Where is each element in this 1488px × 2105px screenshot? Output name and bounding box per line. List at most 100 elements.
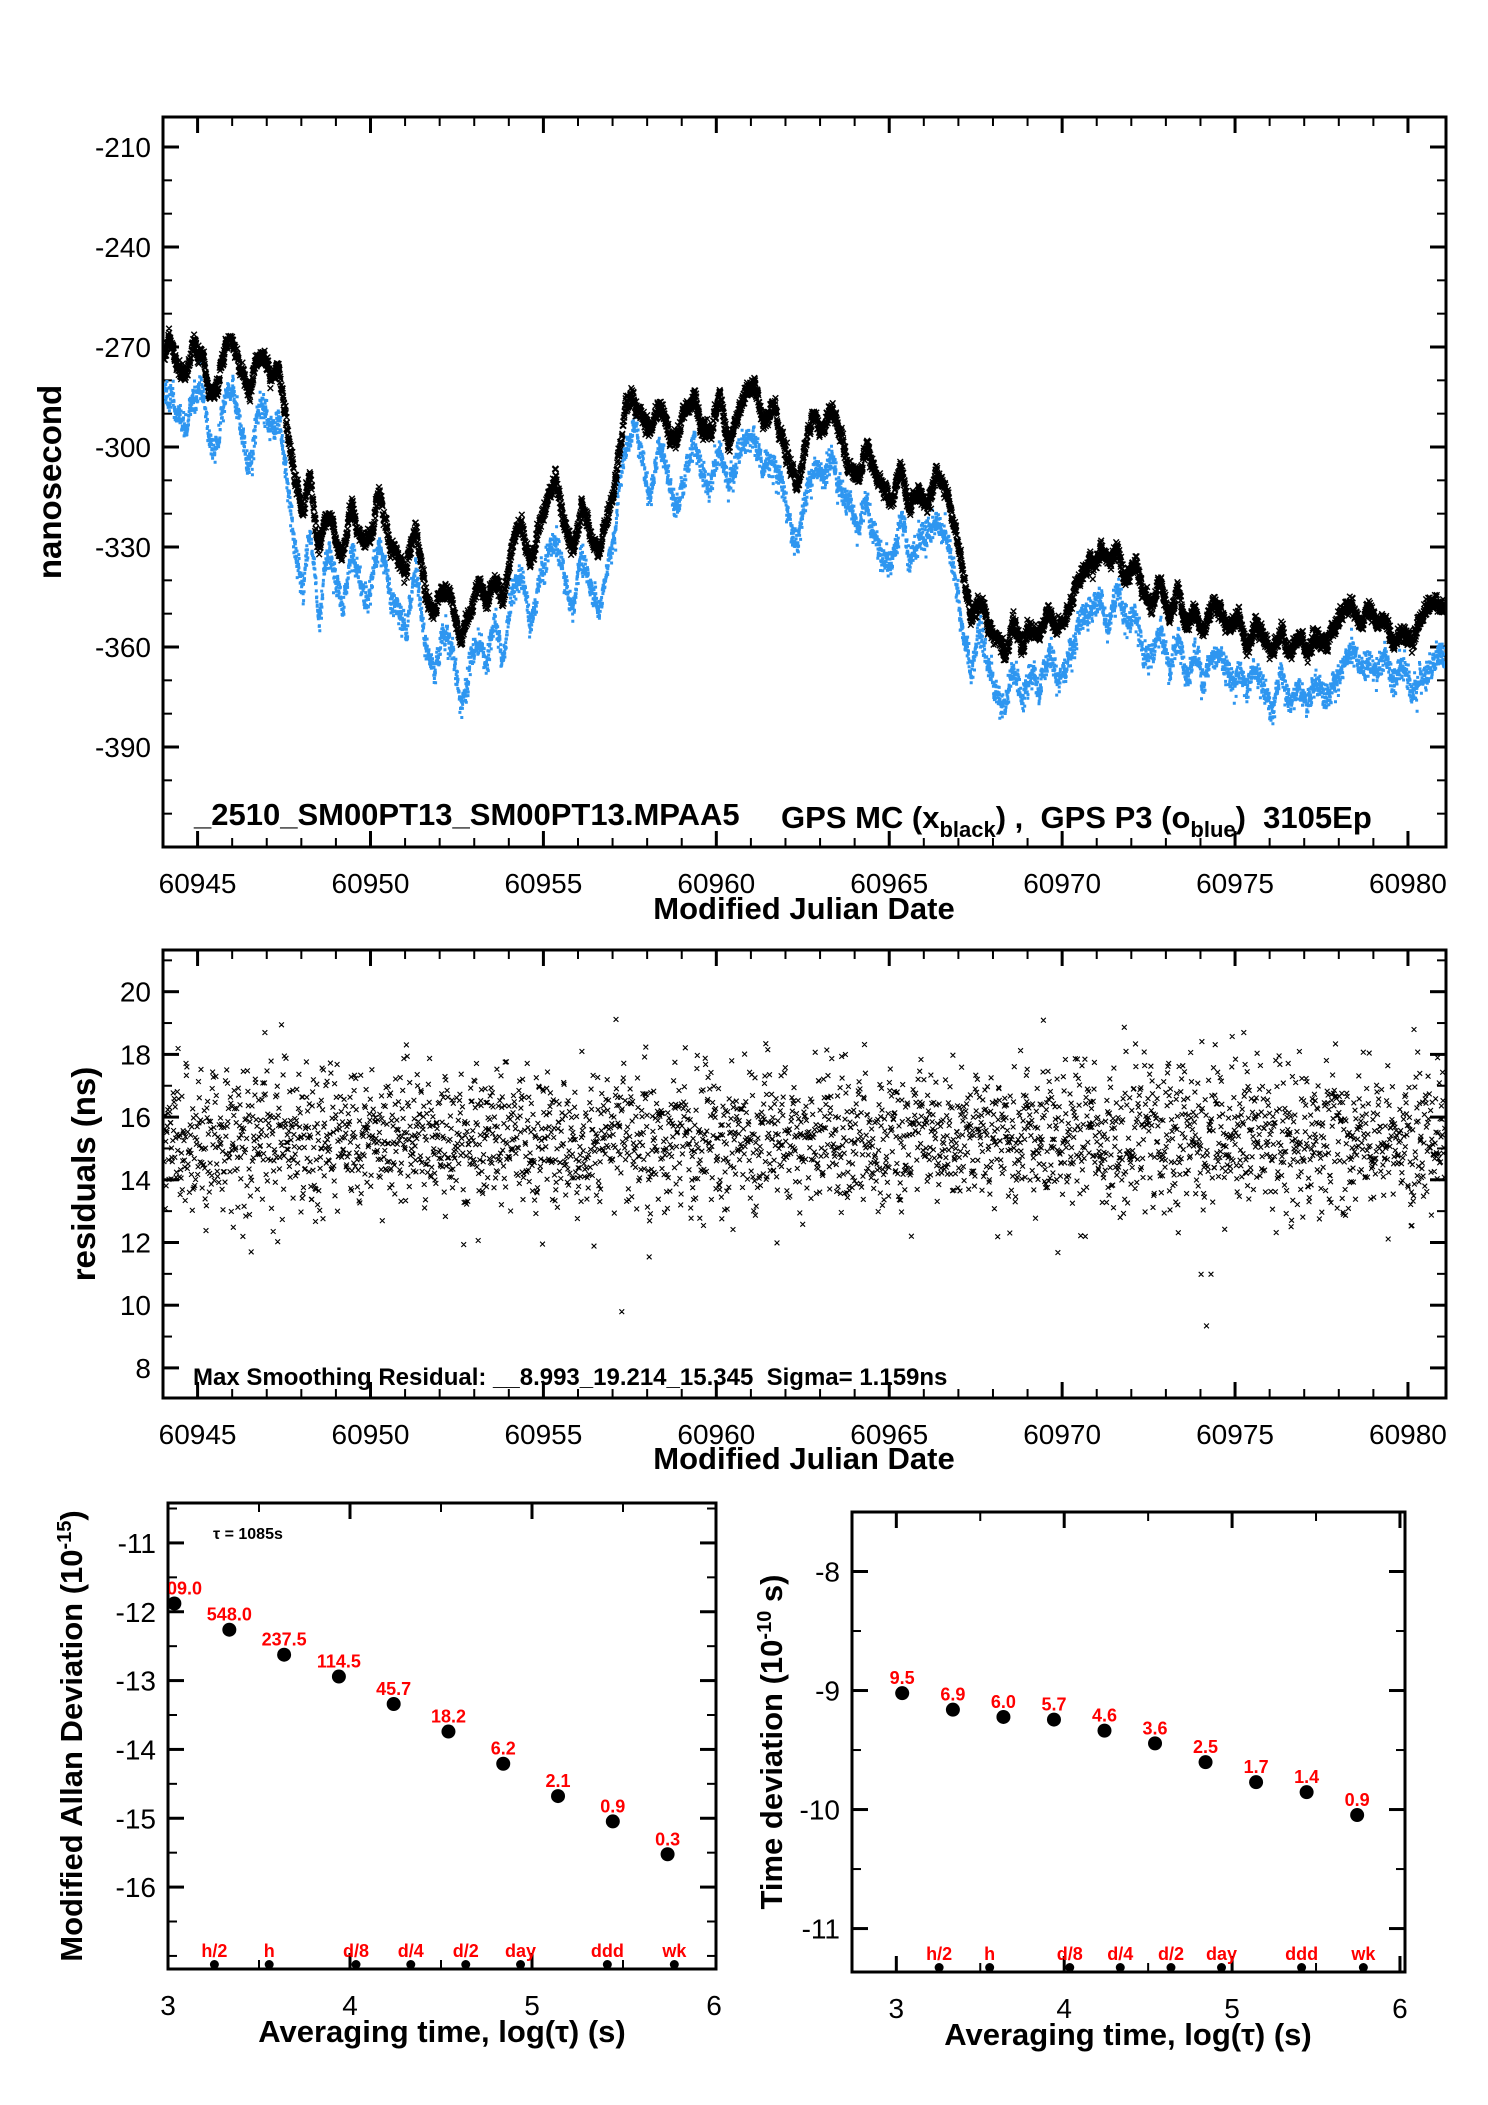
deviation-point <box>996 1709 1011 1724</box>
x-tick-label: 5 <box>1224 1993 1240 2024</box>
panel-3-time-markers: h/2 h d/8 d/4 d/2 day ddd wk <box>926 1944 1376 1972</box>
y-tick-label: -9 <box>815 1676 840 1707</box>
point-value-label: 4.6 <box>1092 1706 1117 1726</box>
time-marker-dot <box>1065 1963 1075 1972</box>
mdev-y-axis-label: Modified Allan Deviation (10-15) <box>54 1510 90 1961</box>
y-tick-label: 14 <box>120 1165 151 1196</box>
y-tick-label: 8 <box>135 1353 151 1384</box>
x-tick-label: 60955 <box>504 868 582 899</box>
x-tick-label: 60975 <box>1196 868 1274 899</box>
point-value-label: 0.9 <box>600 1796 625 1816</box>
time-marker-dot <box>1358 1963 1368 1972</box>
point-value-label: 1.4 <box>1294 1767 1319 1787</box>
top-y-axis-label: nanosecond <box>31 384 68 580</box>
time-marker-dot <box>669 1960 679 1969</box>
time-marker-label: d/4 <box>398 1941 424 1961</box>
panel-0-data <box>164 325 1445 726</box>
time-marker-dot <box>1115 1963 1125 1972</box>
x-tick-label: 60945 <box>159 868 237 899</box>
deviation-point <box>277 1647 292 1662</box>
x-tick-label: 60980 <box>1369 868 1447 899</box>
y-tick-label: -8 <box>815 1557 840 1588</box>
x-tick-label: 4 <box>342 1990 358 2021</box>
series-residuals-points <box>164 1016 1445 1329</box>
tdev-x-axis-label: Averaging time, log(τ) (s) <box>944 2017 1312 2052</box>
deviation-point <box>1046 1712 1061 1727</box>
mdev-x-axis-label: Averaging time, log(τ) (s) <box>258 2014 626 2049</box>
y-tick-label: -11 <box>802 1914 840 1945</box>
deviation-point <box>1249 1775 1264 1790</box>
point-value-label: 237.5 <box>262 1630 307 1650</box>
x-tick-label: 60970 <box>1023 1419 1101 1450</box>
series-gps-mc-points <box>164 325 1445 666</box>
time-marker-dot <box>209 1960 219 1969</box>
deviation-point <box>551 1789 566 1804</box>
y-tick-label: -360 <box>95 632 151 663</box>
y-tick-label: 10 <box>120 1290 151 1321</box>
time-marker-label: day <box>1206 1944 1237 1964</box>
x-tick-label: 60980 <box>1369 1419 1447 1450</box>
y-tick-label: -270 <box>95 332 151 363</box>
time-marker-dot <box>934 1963 944 1972</box>
time-marker-label: day <box>505 1941 536 1961</box>
x-tick-label: 60975 <box>1196 1419 1274 1450</box>
top-panel-annotation-file: _2510_SM00PT13_SM00PT13.MPAA5 <box>194 797 740 832</box>
series-gps-p3-points <box>164 361 1445 726</box>
y-tick-label: -10 <box>800 1795 840 1826</box>
x-tick-label: 60945 <box>159 1419 237 1450</box>
deviation-point <box>1148 1736 1163 1751</box>
y-tick-label: 16 <box>120 1102 151 1133</box>
annotation-text: ) <box>54 1510 89 1521</box>
time-marker-label: wk <box>1350 1944 1376 1964</box>
time-marker-dot <box>516 1960 526 1969</box>
x-tick-label: 6 <box>1392 1993 1408 2024</box>
y-tick-label: -210 <box>95 132 151 163</box>
point-value-label: 6.2 <box>491 1739 516 1759</box>
y-tick-label: -16 <box>116 1872 156 1903</box>
point-value-label: 18.2 <box>431 1707 466 1727</box>
point-value-label: 114.5 <box>317 1652 361 1672</box>
time-marker-label: h <box>984 1944 995 1964</box>
point-value-label: 09.0 <box>167 1578 202 1598</box>
deviation-point <box>660 1847 675 1862</box>
panel-2-time-markers: h/2 h d/8 d/4 d/2 day ddd wk <box>201 1941 687 1969</box>
residuals-annotation: Max Smoothing Residual: __8.993_19.214_1… <box>193 1364 948 1391</box>
x-tick-label: 60950 <box>332 868 410 899</box>
time-marker-label: h <box>264 1941 275 1961</box>
y-tick-label: -11 <box>118 1528 156 1559</box>
y-tick-label: -12 <box>116 1597 156 1628</box>
y-tick-label: 12 <box>120 1228 151 1259</box>
annotation-text: Modified Allan Deviation (10 <box>54 1549 89 1962</box>
time-marker-label: h/2 <box>201 1941 227 1961</box>
time-marker-label: h/2 <box>926 1944 952 1964</box>
panel-0-frame: 60945 60950 60955 60960 60965 60970 60975 60980… <box>95 115 1448 899</box>
point-value-label: 6.9 <box>940 1685 965 1705</box>
y-tick-label: -15 <box>116 1803 156 1834</box>
time-marker-dot <box>985 1963 995 1972</box>
time-marker-label: ddd <box>1285 1944 1318 1964</box>
x-tick-label: 4 <box>1056 1993 1072 2024</box>
top-panel-annotation-legend: GPS MC (xblack) , GPS P3 (oblue) 3105Ep <box>781 800 1372 842</box>
annotation-text: Time deviation (10 <box>754 1639 789 1910</box>
deviation-point <box>895 1686 910 1701</box>
time-marker-label: d/2 <box>1158 1944 1184 1964</box>
time-marker-label: wk <box>661 1941 687 1961</box>
deviation-point <box>386 1696 401 1711</box>
point-value-label: 5.7 <box>1041 1695 1066 1715</box>
x-tick-label: 5 <box>524 1990 540 2021</box>
deviation-point <box>605 1814 620 1829</box>
time-marker-dot <box>461 1960 471 1969</box>
x-tick-label: 6 <box>706 1990 722 2021</box>
point-value-label: 0.9 <box>1345 1790 1370 1810</box>
mdev-tau-annotation: τ = 1085s <box>213 1526 283 1543</box>
deviation-point <box>1198 1755 1213 1770</box>
x-tick-label: 60960 <box>677 1419 755 1450</box>
point-value-label: 45.7 <box>376 1679 411 1699</box>
y-tick-label: -330 <box>95 532 151 563</box>
panel-3-data: 9.5 6.9 6.0 5.7 4.6 3.6 2.5 1.7 1.4 0.9 <box>890 1668 1370 1823</box>
y-tick-label: -13 <box>116 1666 156 1697</box>
annotation-sup-text: -15 <box>54 1520 76 1550</box>
x-tick-label: 3 <box>889 1993 905 2024</box>
